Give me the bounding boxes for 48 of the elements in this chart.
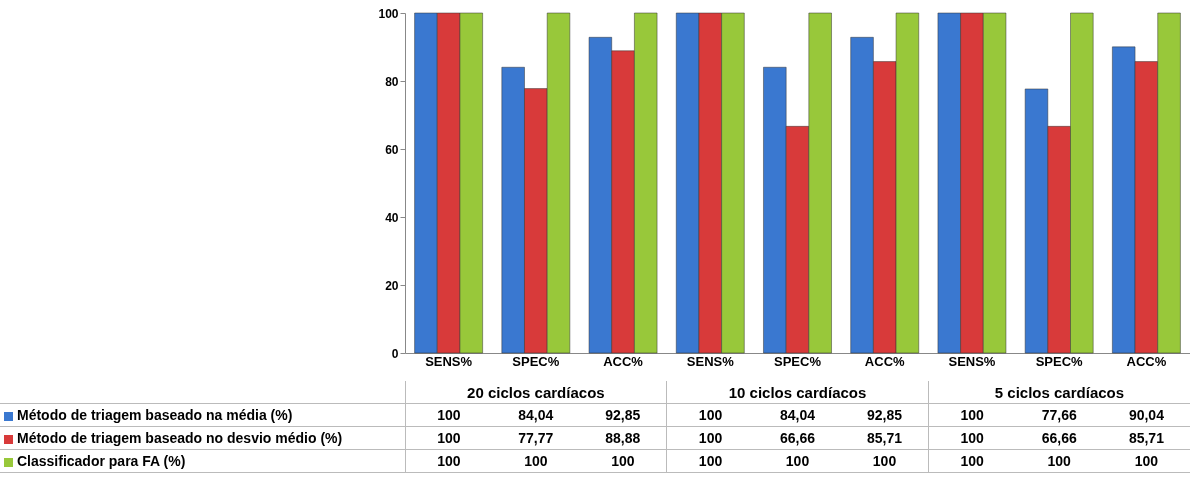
data-label: 100: [492, 449, 580, 473]
data-label: 100: [405, 426, 493, 450]
data-label: 84,04: [753, 403, 842, 427]
data-label: 100: [1015, 449, 1103, 473]
data-label: 100: [579, 449, 667, 473]
x-tick-label: SPEC%: [774, 353, 822, 369]
y-tick-label: 40: [385, 210, 399, 225]
data-label: 84,04: [492, 403, 580, 427]
legend-label: Método de triagem baseado na média (%): [0, 403, 405, 427]
data-label: 66,66: [1015, 426, 1103, 450]
x-tick-label: SENS%: [686, 353, 735, 369]
data-label: 100: [666, 449, 754, 473]
y-tick-label: 0: [391, 346, 399, 361]
data-label: 92,85: [841, 403, 929, 427]
x-tick-label: SPEC%: [1035, 353, 1084, 369]
data-label: 88,88: [579, 426, 667, 450]
data-label: 100: [928, 426, 1016, 450]
x-tick-label: SPEC%: [512, 353, 560, 369]
data-label: 100: [405, 449, 493, 473]
legend-label: Método de triagem baseado no desvio médio (%): [0, 426, 405, 450]
data-label: 100: [928, 449, 1016, 473]
x-tick-label: SENS%: [948, 353, 996, 369]
data-label: 77,66: [1015, 403, 1103, 427]
x-tick-label: ACC%: [864, 353, 906, 369]
data-label: 100: [928, 403, 1016, 427]
data-label: 100: [405, 403, 493, 427]
text: 20 ciclos cardíacos: [405, 381, 667, 404]
x-tick-label: ACC%: [1126, 353, 1167, 369]
data-label: 85,71: [841, 426, 929, 450]
y-tick-label: 60: [385, 142, 399, 157]
data-label: 92,85: [579, 403, 667, 427]
y-tick-label: 100: [378, 6, 399, 21]
y-tick-label: 20: [385, 278, 399, 293]
data-label: 100: [666, 403, 754, 427]
data-label: 77,77: [492, 426, 580, 450]
x-tick-label: SENS%: [425, 353, 473, 369]
data-label: 85,71: [1102, 426, 1190, 450]
data-label: 100: [841, 449, 929, 473]
text: 10 ciclos cardíacos: [666, 381, 929, 404]
legend-label: Classificador para FA (%): [0, 449, 405, 473]
x-tick-label: ACC%: [603, 353, 644, 369]
data-label: 66,66: [753, 426, 842, 450]
data-label: 90,04: [1102, 403, 1190, 427]
text: 5 ciclos cardíacos: [928, 381, 1190, 404]
y-tick-label: 80: [385, 74, 399, 89]
data-label: 100: [666, 426, 754, 450]
data-label: 100: [753, 449, 842, 473]
data-label: 100: [1102, 449, 1190, 473]
